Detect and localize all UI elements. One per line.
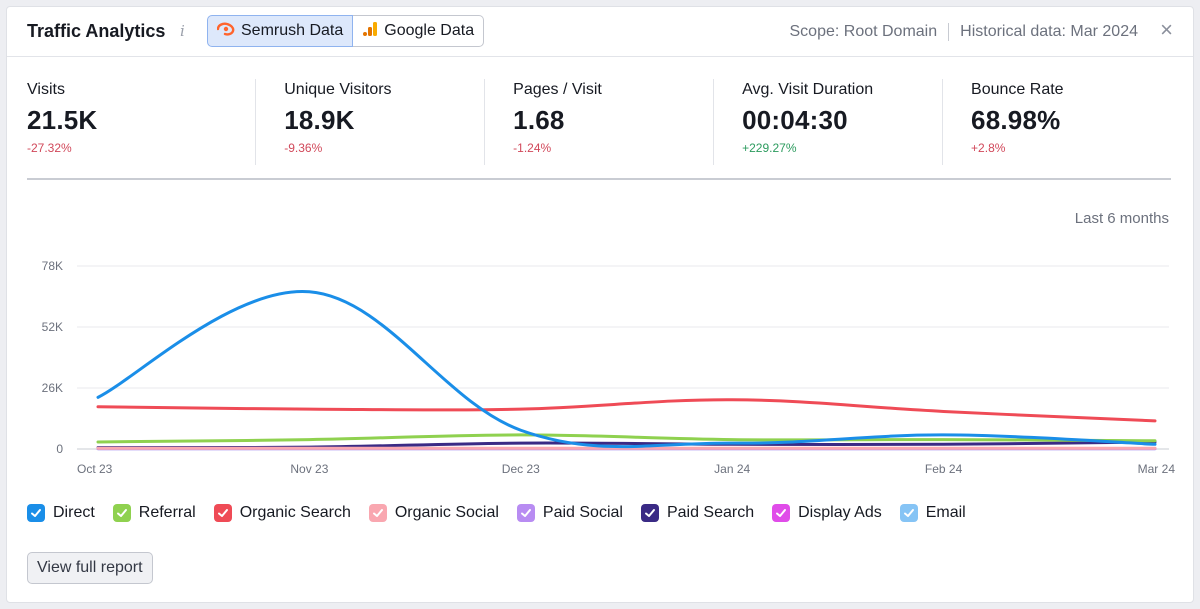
legend-item-email[interactable]: Email (899, 504, 966, 522)
legend-label: Email (925, 504, 966, 521)
metric-label: Pages / Visit (513, 81, 602, 98)
legend-label: Display Ads (798, 504, 882, 521)
metric-unique-visitors: Unique Visitors 18.9K -9.36% (255, 79, 484, 165)
traffic-analytics-card: Traffic Analytics i Semrush Data (6, 6, 1194, 603)
legend-item-referral[interactable]: Referral (112, 504, 196, 522)
checkbox-checked-icon[interactable] (368, 504, 387, 522)
semrush-logo-icon (216, 22, 235, 41)
legend-item-paid-search[interactable]: Paid Search (640, 504, 755, 522)
view-full-report-button[interactable]: View full report (27, 552, 153, 584)
legend-label: Paid Search (666, 504, 755, 521)
legend-label: Direct (53, 504, 95, 521)
x-tick-label: Nov 23 (290, 462, 328, 476)
tab-google-label: Google Data (384, 22, 475, 39)
metric-change: -1.24% (513, 141, 552, 155)
card-title: Traffic Analytics (27, 21, 166, 41)
legend-item-display-ads[interactable]: Display Ads (772, 504, 882, 522)
checkbox-checked-icon[interactable] (516, 504, 535, 522)
x-tick-label: Dec 23 (502, 462, 540, 476)
legend-label: Organic Social (394, 504, 499, 521)
metric-visits: Visits 21.5K -27.32% (27, 79, 255, 165)
y-tick-label: 78K (42, 259, 63, 273)
metric-bounce-rate: Bounce Rate 68.98% +2.8% (942, 79, 1171, 165)
legend-item-organic-search[interactable]: Organic Search (213, 504, 351, 522)
series-line-paid-search (96, 440, 1157, 450)
metric-change: +229.27% (742, 141, 797, 155)
metric-avg-visit-duration: Avg. Visit Duration 00:04:30 +229.27% (713, 79, 942, 165)
y-tick-label: 0 (56, 442, 63, 456)
metric-label: Unique Visitors (284, 81, 392, 98)
scope-label: Scope: Root Domain (789, 23, 938, 40)
chart-legend: Direct Referral Organic Search Organic Soci… (27, 504, 966, 522)
series-line-direct (96, 290, 1157, 449)
x-tick-label: Oct 23 (77, 462, 113, 476)
metrics-row: Visits 21.5K -27.32% Unique Visitors 18.… (27, 79, 1171, 165)
legend-label: Organic Search (239, 504, 351, 521)
tab-semrush-data[interactable]: Semrush Data (207, 15, 354, 47)
header-meta: Scope: Root Domain Historical data: Mar … (789, 23, 1138, 41)
metric-value: 18.9K (284, 105, 355, 135)
metric-change: -9.36% (284, 141, 323, 155)
y-tick-label: 52K (42, 320, 63, 334)
series-line-organic-search (96, 398, 1157, 423)
legend-label: Paid Social (542, 504, 623, 521)
checkbox-checked-icon[interactable] (112, 504, 131, 522)
metric-value: 21.5K (27, 105, 98, 135)
legend-item-organic-social[interactable]: Organic Social (368, 504, 499, 522)
x-tick-label: Feb 24 (925, 462, 963, 476)
metric-value: 68.98% (971, 105, 1061, 135)
metric-value: 1.68 (513, 105, 565, 135)
info-icon[interactable]: i (180, 22, 185, 40)
period-label: Last 6 months (1074, 210, 1169, 227)
card-header: Traffic Analytics i Semrush Data (7, 7, 1193, 57)
metric-label: Visits (27, 81, 65, 98)
x-tick-label: Mar 24 (1138, 462, 1176, 476)
legend-item-paid-social[interactable]: Paid Social (516, 504, 623, 522)
checkbox-checked-icon[interactable] (213, 504, 232, 522)
y-tick-label: 26K (42, 381, 63, 395)
series-line-referral (96, 433, 1157, 444)
tab-semrush-label: Semrush Data (241, 22, 344, 39)
x-tick-label: Jan 24 (714, 462, 750, 476)
google-analytics-icon (362, 21, 378, 42)
metric-label: Bounce Rate (971, 81, 1064, 98)
metrics-divider (27, 178, 1171, 180)
checkbox-checked-icon[interactable] (27, 504, 45, 522)
metric-label: Avg. Visit Duration (742, 81, 874, 98)
legend-item-direct[interactable]: Direct (27, 504, 95, 522)
checkbox-checked-icon[interactable] (899, 504, 918, 522)
metric-change: -27.32% (27, 141, 72, 155)
metric-change: +2.8% (971, 141, 1006, 155)
legend-label: Referral (138, 504, 196, 521)
metric-value: 00:04:30 (742, 105, 848, 135)
historical-data-label: Historical data: Mar 2024 (960, 23, 1138, 40)
tab-google-data[interactable]: Google Data (353, 15, 485, 47)
checkbox-checked-icon[interactable] (772, 504, 791, 522)
metric-pages-per-visit: Pages / Visit 1.68 -1.24% (484, 79, 713, 165)
checkbox-checked-icon[interactable] (640, 504, 659, 522)
data-source-toggle: Semrush Data Google Data (207, 15, 485, 47)
close-icon[interactable]: × (1160, 17, 1173, 42)
header-separator (948, 23, 950, 41)
